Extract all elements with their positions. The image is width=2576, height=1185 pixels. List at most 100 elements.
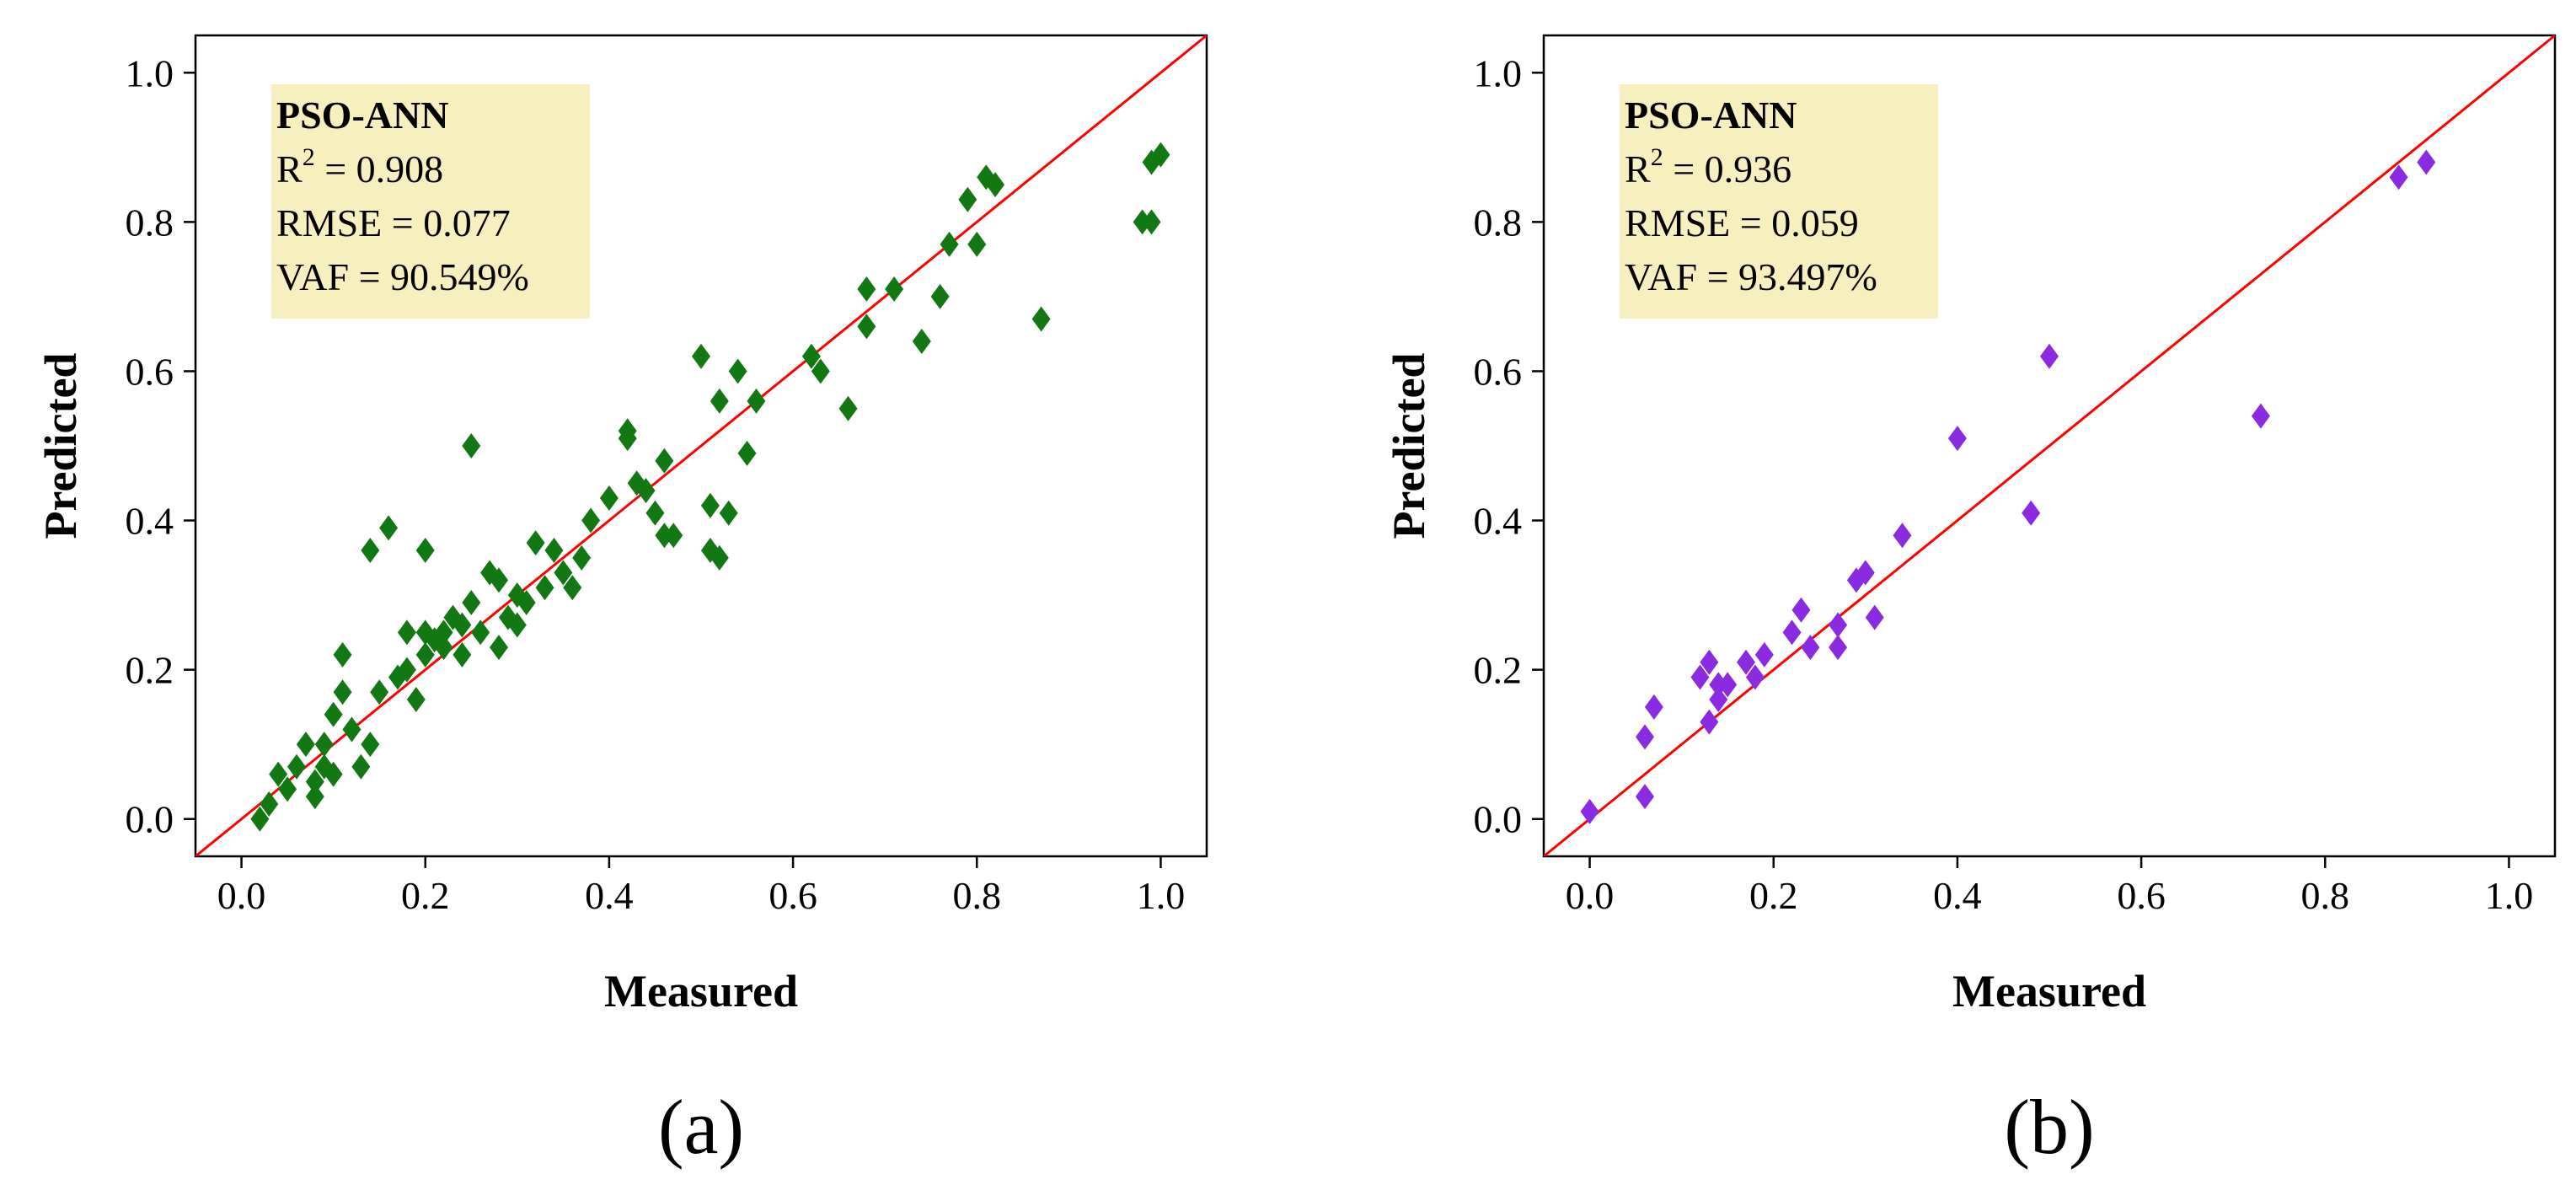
annotation-rmse: RMSE = 0.077	[276, 201, 511, 244]
data-point	[305, 769, 324, 795]
y-tick-label: 0.6	[1474, 350, 1523, 393]
data-point	[1636, 784, 1654, 810]
data-point	[287, 753, 306, 780]
data-point	[2251, 403, 2270, 429]
y-axis-title: Predicted	[35, 353, 86, 539]
data-point	[1865, 604, 1884, 630]
panel-a: 0.0 0.2 0.4 0.6 0.8 1.0 0.0 0.2 0.4 0.6 0.8 1.0 PSO…	[35, 34, 1208, 1170]
data-point	[1636, 724, 1654, 750]
reference-line-y-equals-x	[195, 35, 1207, 856]
data-point	[710, 388, 729, 414]
annotation-title: PSO-ANN	[276, 94, 448, 137]
data-point	[333, 641, 352, 668]
data-point	[544, 537, 564, 563]
annotation-title: PSO-ANN	[1625, 94, 1797, 137]
data-point	[655, 448, 674, 474]
data-point	[305, 784, 324, 810]
data-point	[269, 761, 288, 787]
x-tick-label: 0.2	[1749, 874, 1798, 917]
data-point	[986, 172, 1005, 198]
panel-b: 0.0 0.2 0.4 0.6 0.8 1.0 0.0 0.2 0.4 0.6 0.8 1.0 PSO…	[1384, 34, 2557, 1170]
x-tick-label: 0.8	[2301, 874, 2350, 917]
plot-frame	[1542, 34, 2557, 858]
y-tick-label: 0.8	[126, 201, 174, 244]
data-point	[1690, 664, 1710, 690]
data-point	[1700, 709, 1719, 735]
x-tick-label: 0.2	[401, 874, 450, 917]
data-point	[967, 231, 987, 257]
data-point	[1801, 635, 1820, 661]
data-point	[692, 343, 710, 369]
data-point	[1829, 612, 1848, 638]
data-point	[710, 544, 729, 571]
data-point	[1947, 426, 1967, 452]
data-point	[406, 687, 426, 713]
data-point	[1644, 694, 1663, 720]
y-tick-label: 0.4	[1474, 500, 1523, 543]
axis-ticks: 0.0 0.2 0.4 0.6 0.8 1.0 0.0 0.2 0.4 0.6 0.8 1.0	[1474, 51, 2534, 917]
data-point	[490, 567, 508, 593]
data-point	[370, 679, 389, 705]
data-point	[1754, 641, 1774, 668]
data-point	[930, 283, 950, 309]
x-tick-label: 1.0	[1137, 874, 1186, 917]
data-point	[2040, 343, 2059, 369]
data-point	[1893, 523, 1912, 549]
data-point	[1709, 687, 1728, 713]
y-tick-label: 0.2	[126, 649, 174, 692]
data-point	[250, 806, 270, 832]
y-tick-label: 0.8	[1474, 201, 1523, 244]
data-point	[1737, 649, 1755, 675]
annotation-vaf: VAF = 93.497%	[1625, 255, 1877, 298]
data-point	[453, 612, 472, 638]
stats-annotation: PSO-ANN R2 = 0.936 RMSE = 0.059 VAF = 93…	[1620, 84, 1938, 319]
y-tick-label: 1.0	[126, 51, 174, 94]
data-points	[250, 142, 1170, 832]
data-point	[2022, 500, 2041, 526]
x-tick-label: 1.0	[2485, 874, 2534, 917]
data-point	[700, 492, 720, 518]
data-point	[490, 635, 508, 661]
data-point	[324, 701, 343, 727]
data-point	[342, 716, 361, 743]
data-point	[1580, 798, 1599, 824]
data-point	[618, 418, 637, 444]
data-point	[462, 433, 481, 458]
data-point	[1782, 619, 1802, 646]
x-axis-title: Measured	[1952, 966, 2146, 1016]
data-point	[737, 440, 757, 466]
data-point	[1031, 306, 1051, 332]
data-point	[1700, 649, 1719, 675]
axis-ticks: 0.0 0.2 0.4 0.6 0.8 1.0 0.0 0.2 0.4 0.6 0.8 1.0	[126, 51, 1186, 917]
data-point	[2389, 164, 2408, 190]
x-tick-label: 0.8	[953, 874, 1002, 917]
y-tick-label: 0.4	[126, 500, 174, 543]
y-tick-label: 0.6	[126, 350, 174, 393]
annotation-box	[1620, 84, 1938, 319]
y-tick-label: 0.0	[126, 798, 174, 841]
data-point	[507, 612, 527, 638]
data-point	[664, 523, 683, 549]
x-tick-label: 0.6	[2117, 874, 2166, 917]
data-point	[857, 314, 876, 340]
data-point	[636, 478, 656, 504]
data-point	[1718, 672, 1738, 698]
data-point	[747, 388, 766, 414]
x-axis-title: Measured	[604, 966, 798, 1016]
data-point	[719, 500, 738, 526]
data-point	[1142, 209, 1161, 235]
y-tick-label: 0.2	[1474, 649, 1523, 692]
data-point	[526, 530, 545, 556]
data-point	[471, 619, 490, 646]
data-point	[599, 485, 619, 511]
x-tick-label: 0.4	[1933, 874, 1982, 917]
data-point	[554, 560, 573, 586]
data-points	[1580, 149, 2436, 824]
data-point	[415, 641, 435, 668]
data-point	[811, 358, 830, 384]
data-point	[1745, 664, 1765, 690]
x-tick-label: 0.0	[217, 874, 266, 917]
data-point	[535, 575, 554, 601]
data-point	[857, 276, 876, 303]
